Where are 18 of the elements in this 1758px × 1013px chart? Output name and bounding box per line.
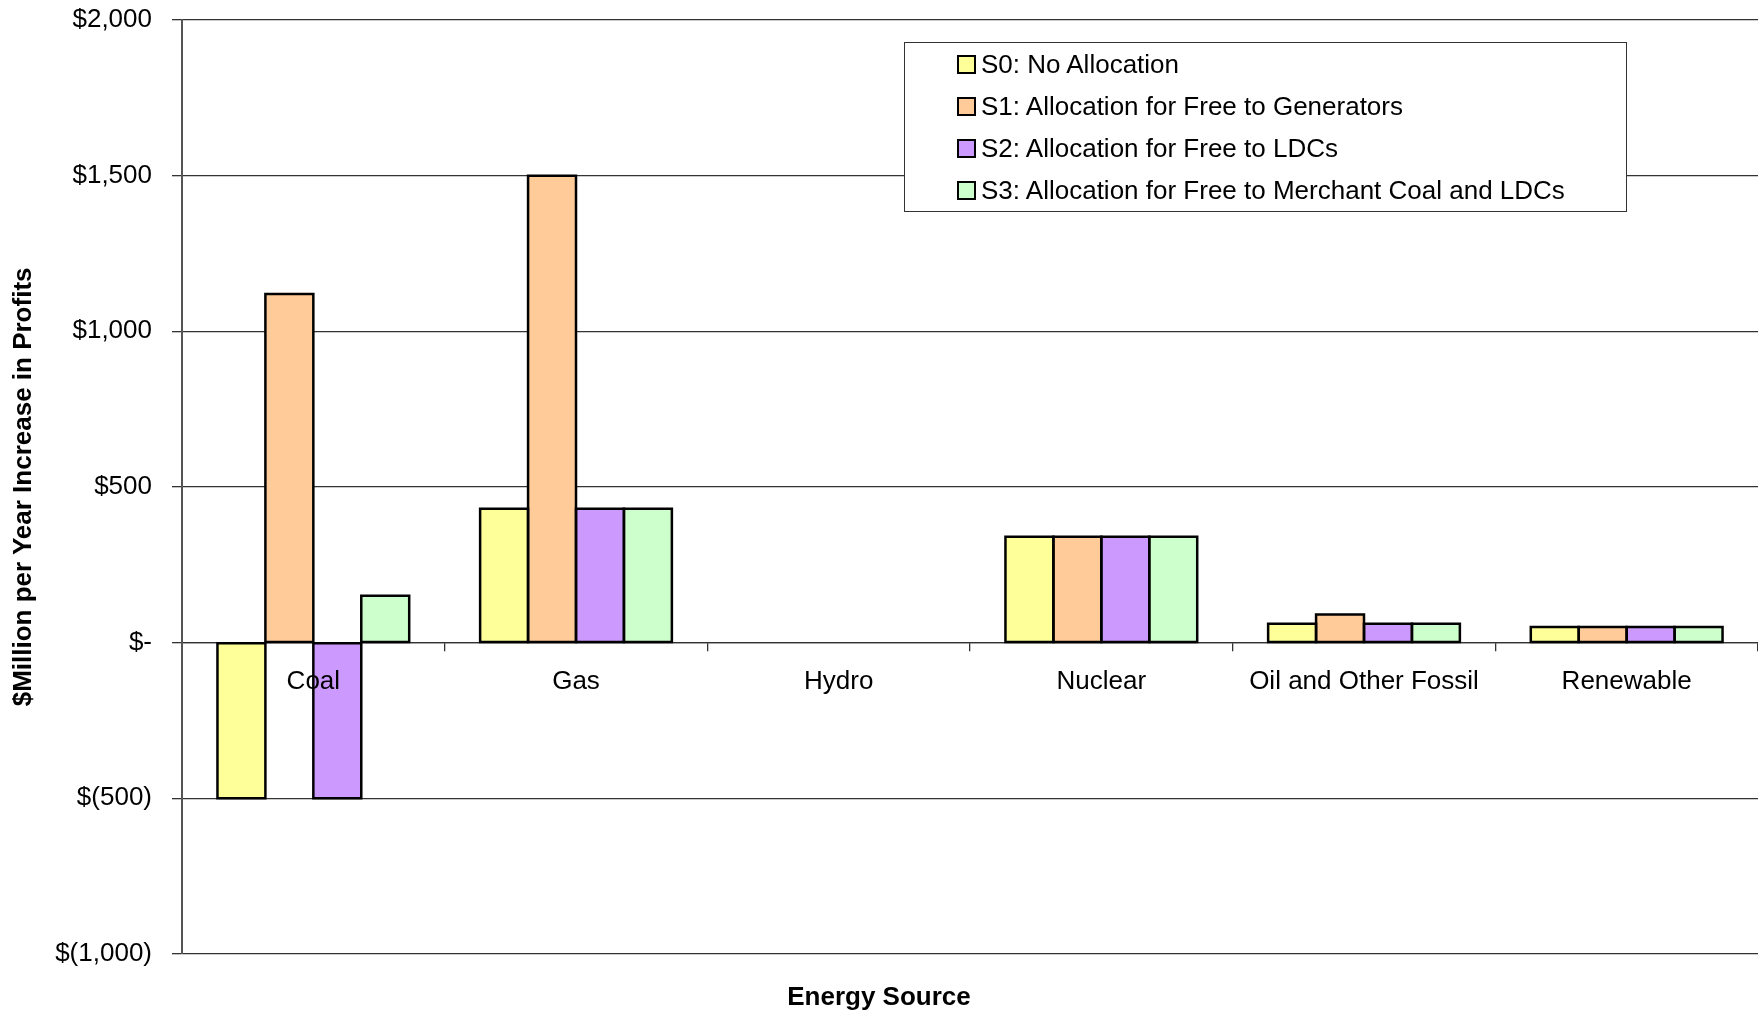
x-tick-label: Oil and Other Fossil — [1249, 665, 1479, 696]
y-tick-label: $500 — [94, 470, 152, 501]
legend-label: S0: No Allocation — [981, 48, 1180, 80]
y-tick-label: $(1,000) — [55, 936, 152, 967]
y-tick-label: $(500) — [76, 781, 152, 812]
y-tick-label: $- — [128, 625, 152, 656]
legend-label: S1: Allocation for Free to Generators — [981, 90, 1403, 122]
x-axis-title: Energy Source — [787, 980, 971, 1011]
legend-label: S2: Allocation for Free to LDCs — [981, 132, 1338, 164]
x-tick-label: Hydro — [803, 665, 874, 696]
legend-label: S3: Allocation for Free to Merchant Coal and LDCs — [981, 174, 1565, 206]
y-axis-title: $Million per Year Increase in Profits — [6, 267, 37, 707]
x-tick-label: Renewable — [1561, 665, 1692, 696]
y-tick-label: $1,000 — [72, 314, 152, 345]
y-tick-label: $2,000 — [72, 3, 152, 34]
x-tick-label: Gas — [552, 665, 600, 696]
y-tick-label: $1,500 — [72, 158, 152, 189]
x-tick-label: Nuclear — [1056, 665, 1147, 696]
